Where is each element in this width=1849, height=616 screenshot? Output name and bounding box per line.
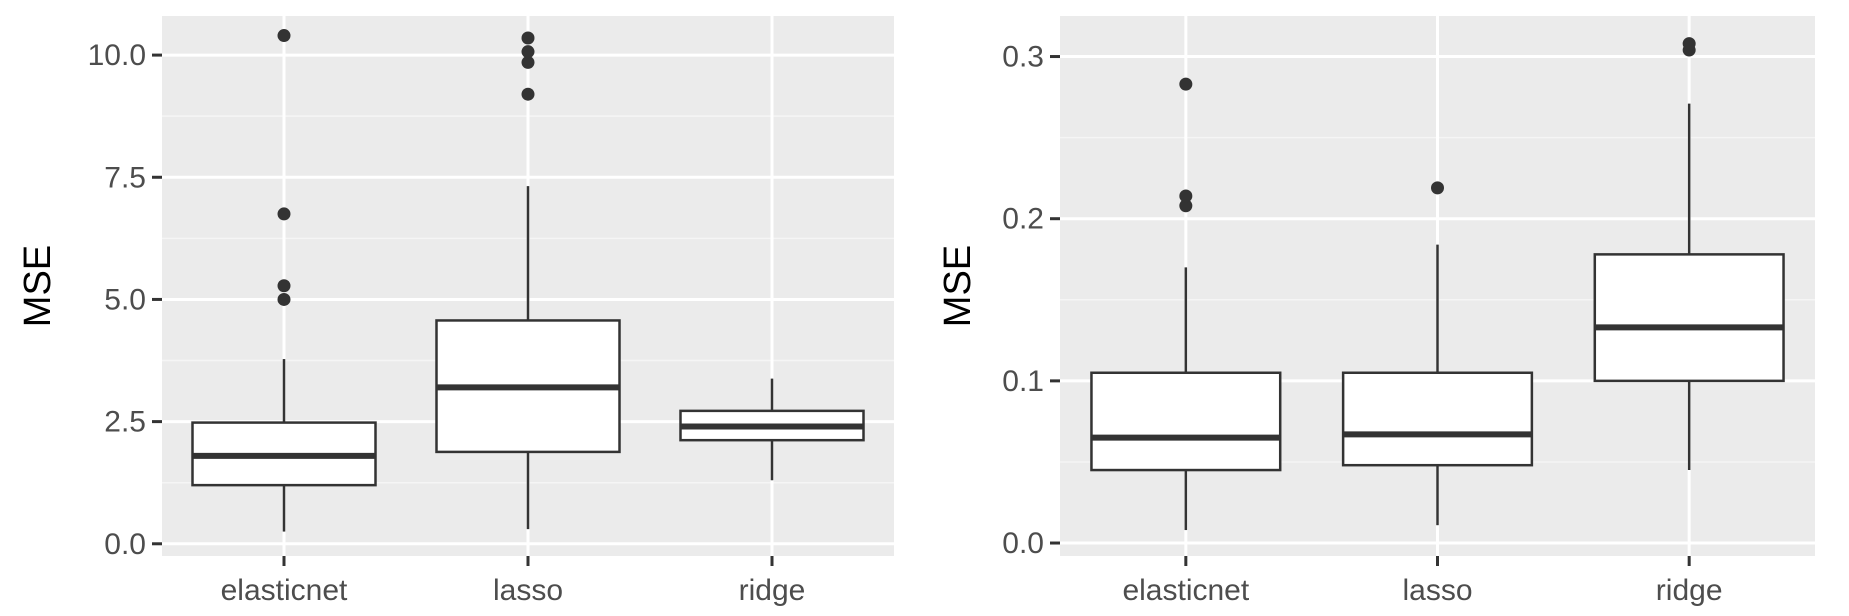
x-tick-label: lasso — [493, 574, 563, 607]
outlier-point — [277, 279, 291, 293]
y-tick-label: 7.5 — [104, 161, 146, 194]
outlier-point — [521, 55, 535, 69]
y-tick-label: 2.5 — [104, 406, 146, 439]
y-tick-label: 0.0 — [104, 528, 146, 561]
x-tick-label: ridge — [739, 574, 806, 607]
y-tick-label: 0.1 — [1002, 365, 1044, 398]
x-tick-label: elasticnet — [1122, 574, 1249, 607]
outlier-point — [1682, 37, 1696, 51]
box-body — [1593, 253, 1785, 383]
y-axis-title: MSE — [17, 245, 59, 327]
y-tick-label: 0.3 — [1002, 41, 1044, 74]
y-tick-label: 10.0 — [88, 39, 146, 72]
outlier-point — [277, 292, 291, 306]
y-tick-label: 5.0 — [104, 283, 146, 316]
y-tick-label: 0.2 — [1002, 203, 1044, 236]
outlier-point — [521, 45, 535, 59]
box-elasticnet — [191, 29, 377, 532]
x-tick-label: elasticnet — [221, 574, 348, 607]
y-axis-title: MSE — [937, 245, 979, 327]
x-tick-label: ridge — [1656, 574, 1723, 607]
box-ridge — [679, 378, 865, 481]
outlier-point — [1179, 77, 1193, 91]
box-lasso — [1341, 181, 1534, 526]
box-ridge — [1593, 37, 1785, 471]
outlier-point — [277, 207, 291, 221]
box-body — [1090, 371, 1282, 472]
outlier-point — [521, 31, 535, 45]
outlier-point — [1179, 199, 1193, 213]
chart-panel-1: 0.0 2.5 5.0 7.5 10.0 elasticnet lasso ridge MSE — [17, 16, 894, 607]
box-elasticnet — [1090, 77, 1282, 531]
box-body — [1341, 371, 1534, 467]
y-tick-label: 0.0 — [1002, 527, 1044, 560]
box-lasso — [435, 31, 621, 530]
x-tick-label: lasso — [1402, 574, 1472, 607]
chart-panel-2: 0.0 0.1 0.2 0.3 elasticnet lasso ridge MSE — [937, 16, 1815, 607]
outlier-point — [521, 87, 535, 101]
outlier-point — [277, 29, 291, 43]
outlier-point — [1431, 181, 1444, 195]
outlier-point — [1179, 189, 1193, 203]
